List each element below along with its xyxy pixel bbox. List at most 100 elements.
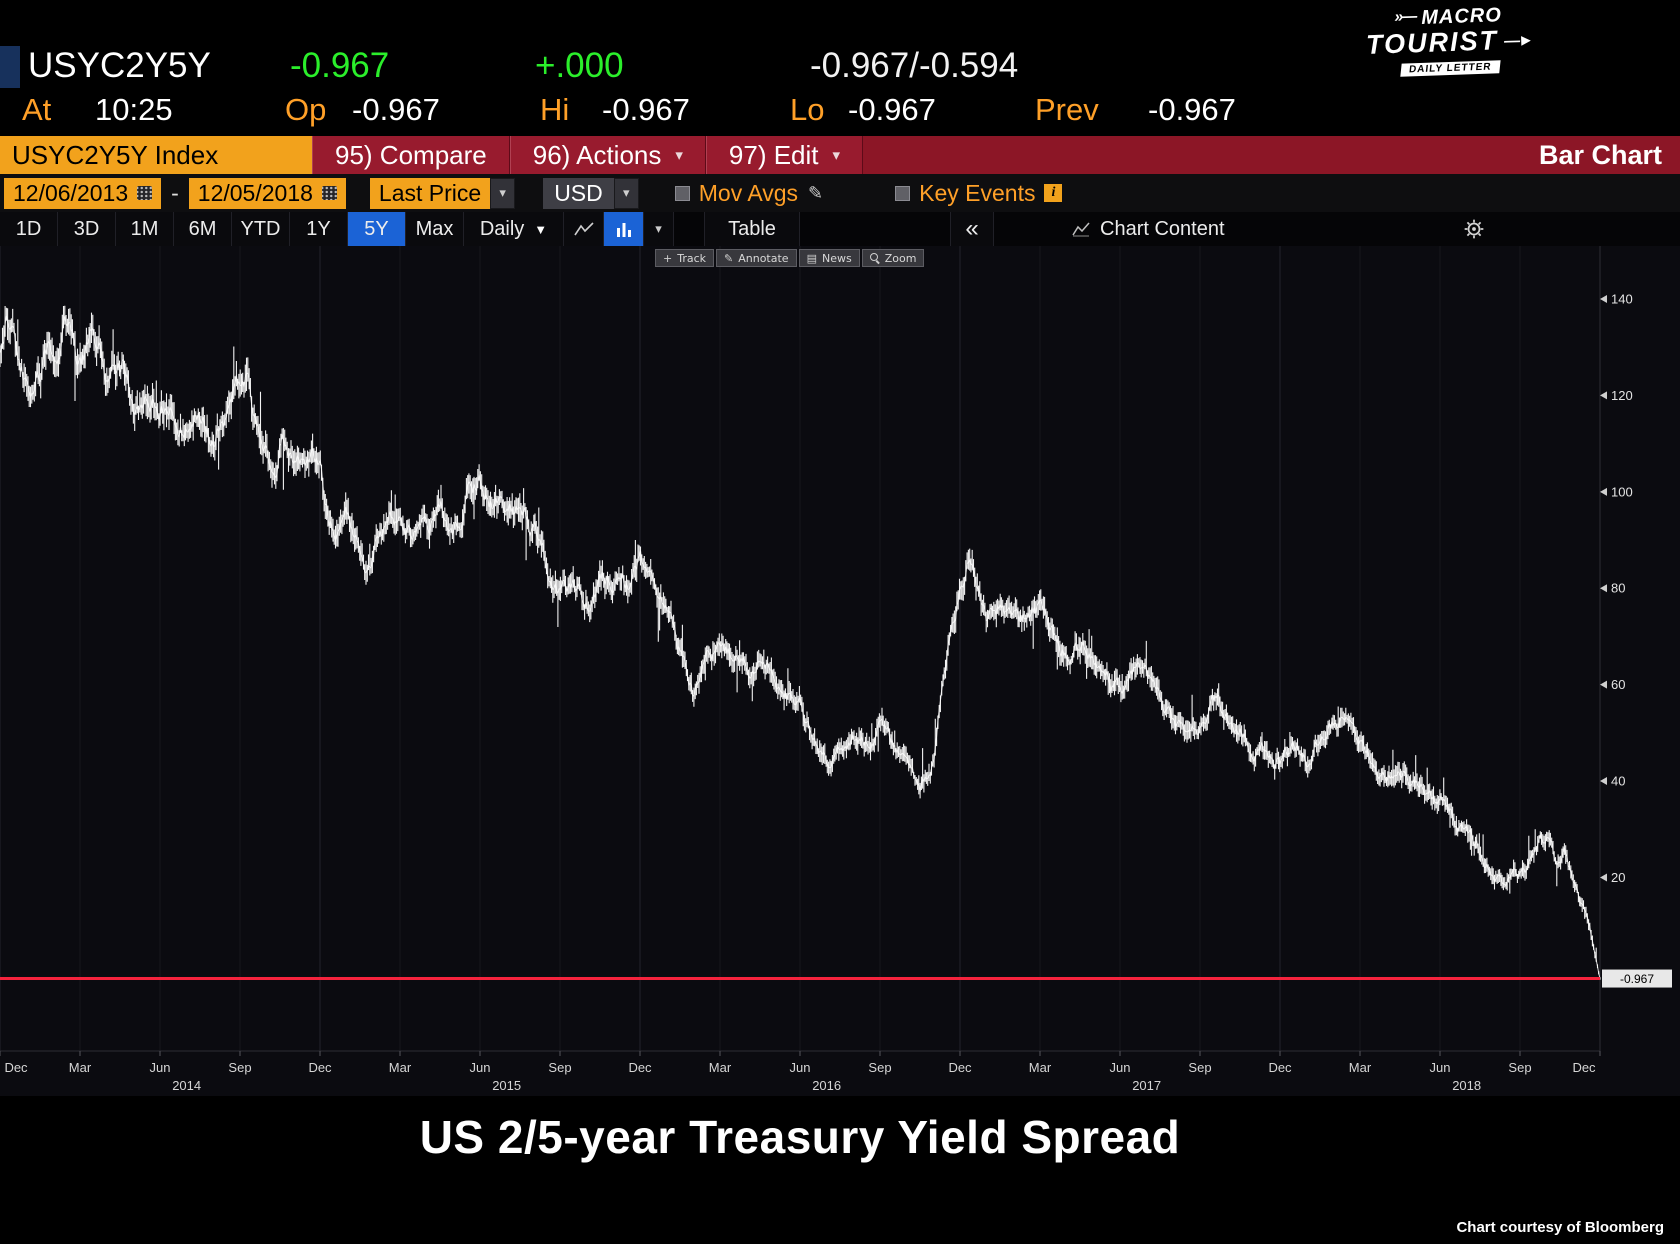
svg-text:Dec: Dec [308, 1060, 332, 1075]
svg-text:Dec: Dec [1268, 1060, 1292, 1075]
chevron-down-icon: ▾ [675, 147, 683, 164]
date-to-field[interactable]: 12/05/2018 [188, 177, 346, 209]
chart-area: + Track ✎ Annotate ▤ News Zoom 20 40 60 80 100 1… [0, 246, 1680, 1096]
low-value: -0.967 [848, 92, 936, 127]
price-source-select[interactable]: Last Price [369, 177, 491, 209]
actions-button[interactable]: 96) Actions ▾ [509, 136, 706, 174]
crosshair-icon: + [663, 251, 673, 265]
chart-title: US 2/5-year Treasury Yield Spread [419, 1111, 1181, 1163]
svg-text:2015: 2015 [492, 1078, 521, 1093]
svg-text:80: 80 [1611, 581, 1625, 596]
pencil-icon: ✎ [724, 251, 734, 265]
chart-gridlines [0, 246, 1601, 1051]
at-label: At [22, 92, 52, 127]
last-price-label: -0.967 [1602, 969, 1672, 988]
settings-bar: 12/06/2013 - 12/05/2018 Last Price ▾ USD… [0, 174, 1680, 212]
zoom-label: Zoom [884, 251, 917, 265]
currency-value: USD [554, 179, 603, 206]
date-from-field[interactable]: 12/06/2013 [4, 177, 162, 209]
checkbox-icon[interactable] [895, 185, 911, 201]
ohlc-row: At 10:25 Op -0.967 Hi -0.967 Lo -0.967 P… [0, 92, 1680, 136]
svg-text:2014: 2014 [172, 1078, 201, 1093]
svg-text:Sep: Sep [1508, 1060, 1531, 1075]
period-tab-1d[interactable]: 1D [0, 212, 58, 246]
chart-type-label: Bar Chart [1538, 139, 1662, 170]
svg-text:Sep: Sep [228, 1060, 251, 1075]
svg-text:Mar: Mar [389, 1060, 412, 1075]
info-icon[interactable]: i [1044, 184, 1063, 202]
key-events-label: Key Events [919, 179, 1036, 206]
prev-label: Prev [1035, 92, 1099, 127]
mov-avgs-label: Mov Avgs [698, 179, 799, 206]
period-tab-6m[interactable]: 6M [174, 212, 232, 246]
chart-content-button[interactable]: Chart Content [1072, 212, 1225, 246]
line-chart-type-button[interactable] [564, 212, 604, 246]
mov-avgs-toggle[interactable]: Mov Avgs ✎ [674, 179, 823, 207]
key-events-toggle[interactable]: Key Events i [895, 179, 1063, 207]
currency-select[interactable]: USD [543, 177, 614, 209]
period-tabs: 1D 3D 1M 6M YTD 1Y 5Y Max [0, 212, 464, 246]
calendar-icon [137, 186, 153, 200]
svg-text:Jun: Jun [1110, 1060, 1131, 1075]
currency-dropdown[interactable]: ▾ [613, 177, 639, 209]
collapse-button[interactable]: « [950, 212, 994, 246]
period-tab-ytd[interactable]: YTD [232, 212, 290, 246]
chart-content-label: Chart Content [1100, 217, 1225, 240]
svg-text:-0.967: -0.967 [1620, 972, 1654, 986]
compare-label: 95) Compare [335, 139, 487, 170]
command-bar: USYC2Y5Y Index 95) Compare 96) Actions ▾ … [0, 136, 1680, 174]
chart-type-dropdown[interactable]: ▾ [644, 212, 674, 246]
x-axis-labels: Dec Mar Jun Sep Dec Mar Jun Sep Dec Mar Jun Sep Dec M… [0, 1051, 1601, 1093]
svg-text:Dec: Dec [1572, 1060, 1596, 1075]
svg-text:Mar: Mar [709, 1060, 732, 1075]
calendar-icon [321, 186, 337, 200]
annotate-button[interactable]: ✎ Annotate [716, 249, 797, 267]
line-chart-icon [573, 221, 594, 235]
svg-text:100: 100 [1611, 484, 1633, 499]
macro-tourist-logo: »― MACRO TOURIST ―► DAILY LETTER [1365, 3, 1533, 79]
price-source-dropdown[interactable]: ▾ [490, 177, 516, 209]
svg-text:Jun: Jun [470, 1060, 491, 1075]
svg-text:60: 60 [1611, 677, 1625, 692]
period-tab-3d[interactable]: 3D [58, 212, 116, 246]
price-chart[interactable]: 20 40 60 80 100 120 140 Dec Mar Jun Sep Dec Mar Jun Se… [0, 246, 1680, 1096]
period-tab-1m[interactable]: 1M [116, 212, 174, 246]
magnifier-icon [869, 253, 880, 263]
period-tab-5y[interactable]: 5Y [348, 212, 406, 246]
frequency-value: Daily [479, 217, 525, 240]
period-tab-max[interactable]: Max [406, 212, 464, 246]
svg-text:Jun: Jun [790, 1060, 811, 1075]
svg-text:120: 120 [1611, 388, 1633, 403]
gear-icon [1464, 219, 1484, 239]
svg-text:Sep: Sep [868, 1060, 891, 1075]
table-button[interactable]: Table [704, 212, 800, 246]
chevron-down-icon: ▼ [534, 221, 548, 237]
date-from-value: 12/06/2013 [13, 179, 129, 206]
svg-text:20: 20 [1611, 870, 1625, 885]
checkbox-icon[interactable] [674, 185, 690, 201]
settings-gear-button[interactable] [1463, 212, 1485, 246]
svg-text:Dec: Dec [628, 1060, 652, 1075]
open-value: -0.967 [352, 92, 440, 127]
chevron-down-icon: ▾ [622, 185, 630, 200]
arrow-fletching-icon: »― [1394, 8, 1416, 26]
edit-button[interactable]: 97) Edit ▾ [705, 136, 864, 174]
logo-line2: TOURIST [1365, 25, 1499, 60]
zoom-button[interactable]: Zoom [861, 249, 925, 267]
arrowhead-icon: ―► [1503, 32, 1533, 51]
news-button[interactable]: ▤ News [798, 249, 860, 267]
svg-text:140: 140 [1611, 292, 1633, 307]
chart-tab-bar: 1D 3D 1M 6M YTD 1Y 5Y Max Daily ▼ ▾ Table « Char… [0, 212, 1680, 246]
svg-text:2018: 2018 [1452, 1078, 1481, 1093]
compare-button[interactable]: 95) Compare [312, 136, 510, 174]
y-axis-labels: 20 40 60 80 100 120 140 [1600, 292, 1633, 885]
svg-text:Dec: Dec [948, 1060, 972, 1075]
security-field[interactable]: USYC2Y5Y Index [0, 136, 312, 174]
period-tab-1y[interactable]: 1Y [290, 212, 348, 246]
svg-text:Mar: Mar [69, 1060, 92, 1075]
bar-chart-type-button[interactable] [604, 212, 644, 246]
edit-label: 97) Edit [728, 139, 819, 170]
frequency-select[interactable]: Daily ▼ [464, 212, 564, 246]
track-button[interactable]: + Track [655, 249, 715, 267]
prev-value: -0.967 [1148, 92, 1236, 127]
